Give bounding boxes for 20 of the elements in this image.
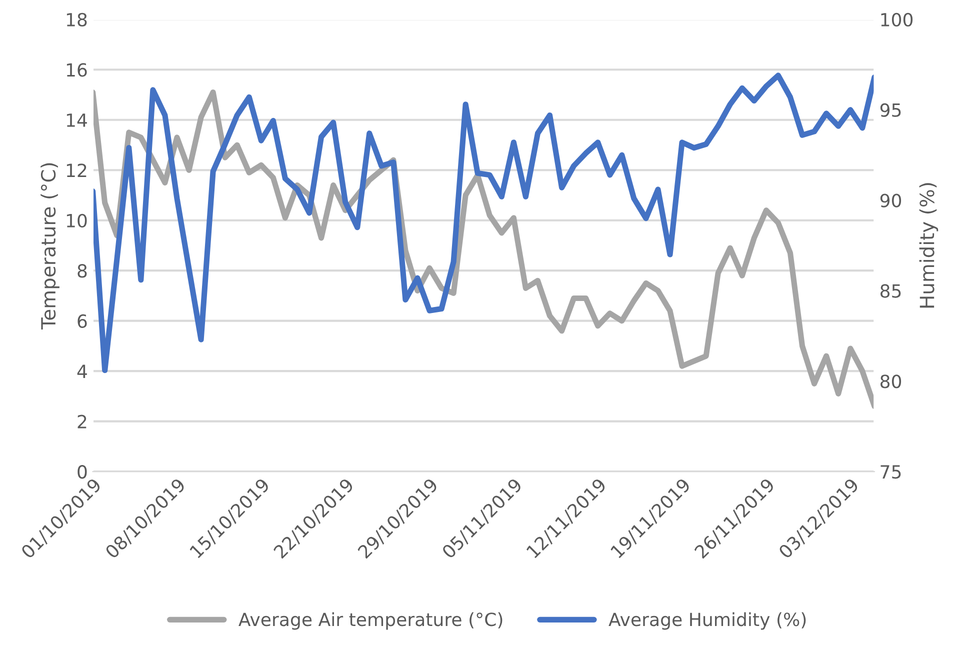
y-axis-title: Temperature (°C) [40,163,60,330]
y2-tick-label: 90 [880,194,902,208]
y-tick-label: 18 [66,12,87,26]
y-tick-label: 6 [78,314,87,328]
y-tick-label: 12 [66,164,86,177]
y-tick-label: 2 [78,414,86,428]
y2-tick-label: 85 [880,284,901,298]
legend-label: Average Air temperature (°C) [238,612,502,630]
y2-tick-label: 100 [881,12,913,26]
y-tick-label: 16 [66,63,87,77]
y-tick-label: 4 [77,364,87,378]
y2-tick-label: 95 [880,103,901,117]
y-tick-label: 8 [78,264,87,278]
y-tick-label: 0 [78,465,87,479]
y-tick-label: 14 [66,114,87,127]
y2-tick-label: 75 [880,465,901,479]
y-tick-label: 10 [66,214,87,228]
y2-tick-label: 80 [880,374,902,388]
y2-axis-title: Humidity (%) [919,183,938,308]
legend-label: Average Humidity (%) [608,612,806,630]
